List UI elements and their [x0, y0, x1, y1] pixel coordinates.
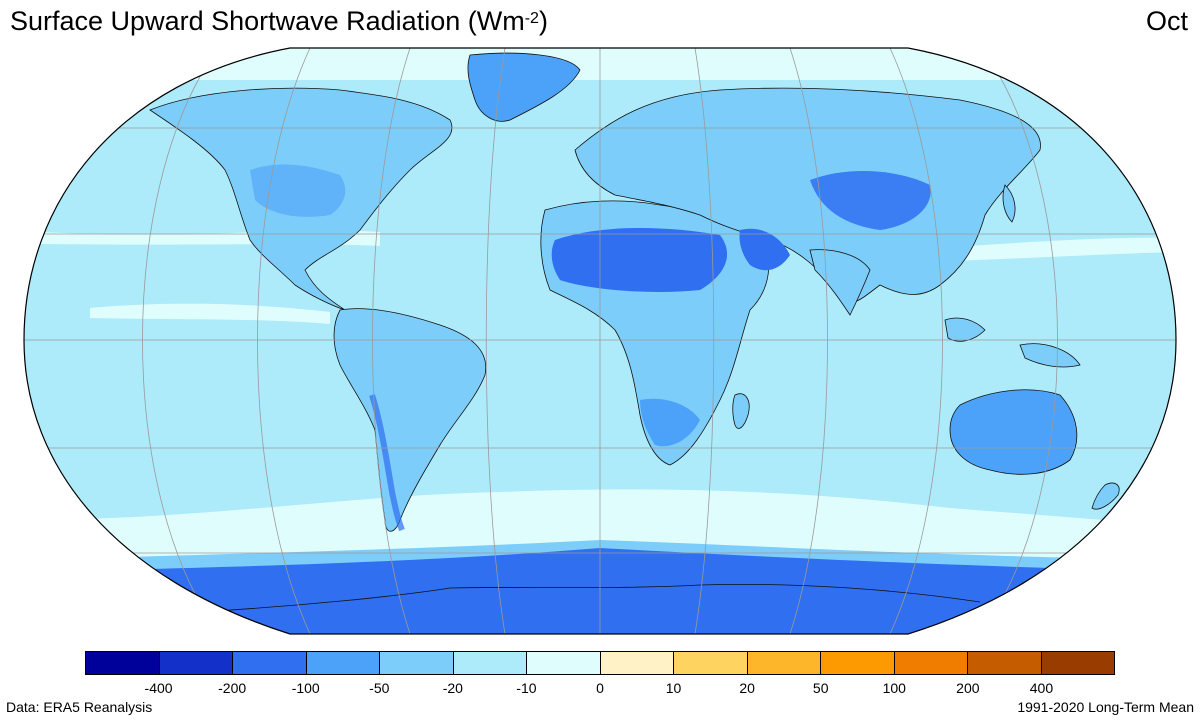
map-title: Surface Upward Shortwave Radiation (Wm-2…	[10, 4, 548, 38]
madagascar	[732, 393, 750, 429]
pale-band-north-pacific	[910, 237, 1176, 262]
colorbar-tick-label: -200	[218, 680, 247, 696]
colorbar-ticks: -400 -200 -100 -50 -20 -10 0 10 20 50 100 200 400	[85, 679, 1115, 697]
colorbar-tick-label: -10	[516, 680, 537, 696]
colorbar-swatch	[233, 652, 307, 674]
colorbar-swatch	[1041, 652, 1114, 674]
tibetan-plateau	[810, 170, 931, 230]
south-america	[333, 308, 487, 532]
colorbar-swatch	[306, 652, 380, 674]
world-map	[23, 47, 1177, 635]
title-close-paren: )	[538, 6, 548, 36]
colorbar-swatch	[159, 652, 233, 674]
colorbar-tick-label: 10	[665, 680, 682, 696]
colorbar-tick-label: -20	[442, 680, 463, 696]
colorbar-swatch	[380, 652, 454, 674]
colorbar-tick-label: 0	[596, 680, 604, 696]
colorbar	[85, 651, 1115, 675]
colorbar-swatch	[894, 652, 968, 674]
colorbar-swatch	[453, 652, 527, 674]
japan	[1002, 184, 1016, 223]
colorbar-swatch	[600, 652, 674, 674]
graticule	[24, 48, 1176, 634]
colorbar-tick-label: 200	[956, 680, 980, 696]
colorbar-tick-label: 20	[739, 680, 755, 696]
colorbar-swatch	[968, 652, 1042, 674]
eurasia	[574, 87, 1041, 303]
colorbar-swatch	[747, 652, 821, 674]
colorbar-tick-label: 100	[882, 680, 906, 696]
antarctic-coast	[199, 583, 981, 613]
australia	[949, 389, 1078, 475]
andes	[369, 394, 405, 532]
north-america-darker	[250, 164, 346, 217]
data-source: Data: ERA5 Reanalysis	[6, 699, 153, 715]
colorbar-tick-label: -50	[369, 680, 390, 696]
colorbar-tick-label: 50	[812, 680, 829, 696]
new-zealand	[1091, 482, 1120, 510]
arabian-peninsula	[739, 228, 790, 271]
india	[809, 249, 871, 316]
colorbar-tick-label: 400	[1029, 680, 1054, 696]
title-text: Surface Upward Shortwave Radiation (Wm	[10, 6, 525, 36]
colorbar-swatch	[674, 652, 748, 674]
period-label: 1991-2020 Long-Term Mean	[1017, 699, 1194, 715]
colorbar-tick-label: -100	[291, 680, 320, 696]
globe-outline	[23, 47, 1177, 635]
title-unit-exponent: -2	[524, 10, 539, 27]
borneo	[944, 317, 986, 342]
greenland	[467, 52, 581, 122]
colorbar-swatch	[821, 652, 895, 674]
colorbar-swatch	[527, 652, 601, 674]
colorbar-tick-label: -400	[144, 680, 173, 696]
pale-band-east-pacific	[90, 303, 330, 324]
month-label: Oct	[1145, 6, 1188, 36]
colorbar-swatch	[86, 652, 160, 674]
sahara	[551, 228, 728, 292]
kalahari	[640, 398, 700, 447]
new-guinea	[1019, 343, 1081, 368]
